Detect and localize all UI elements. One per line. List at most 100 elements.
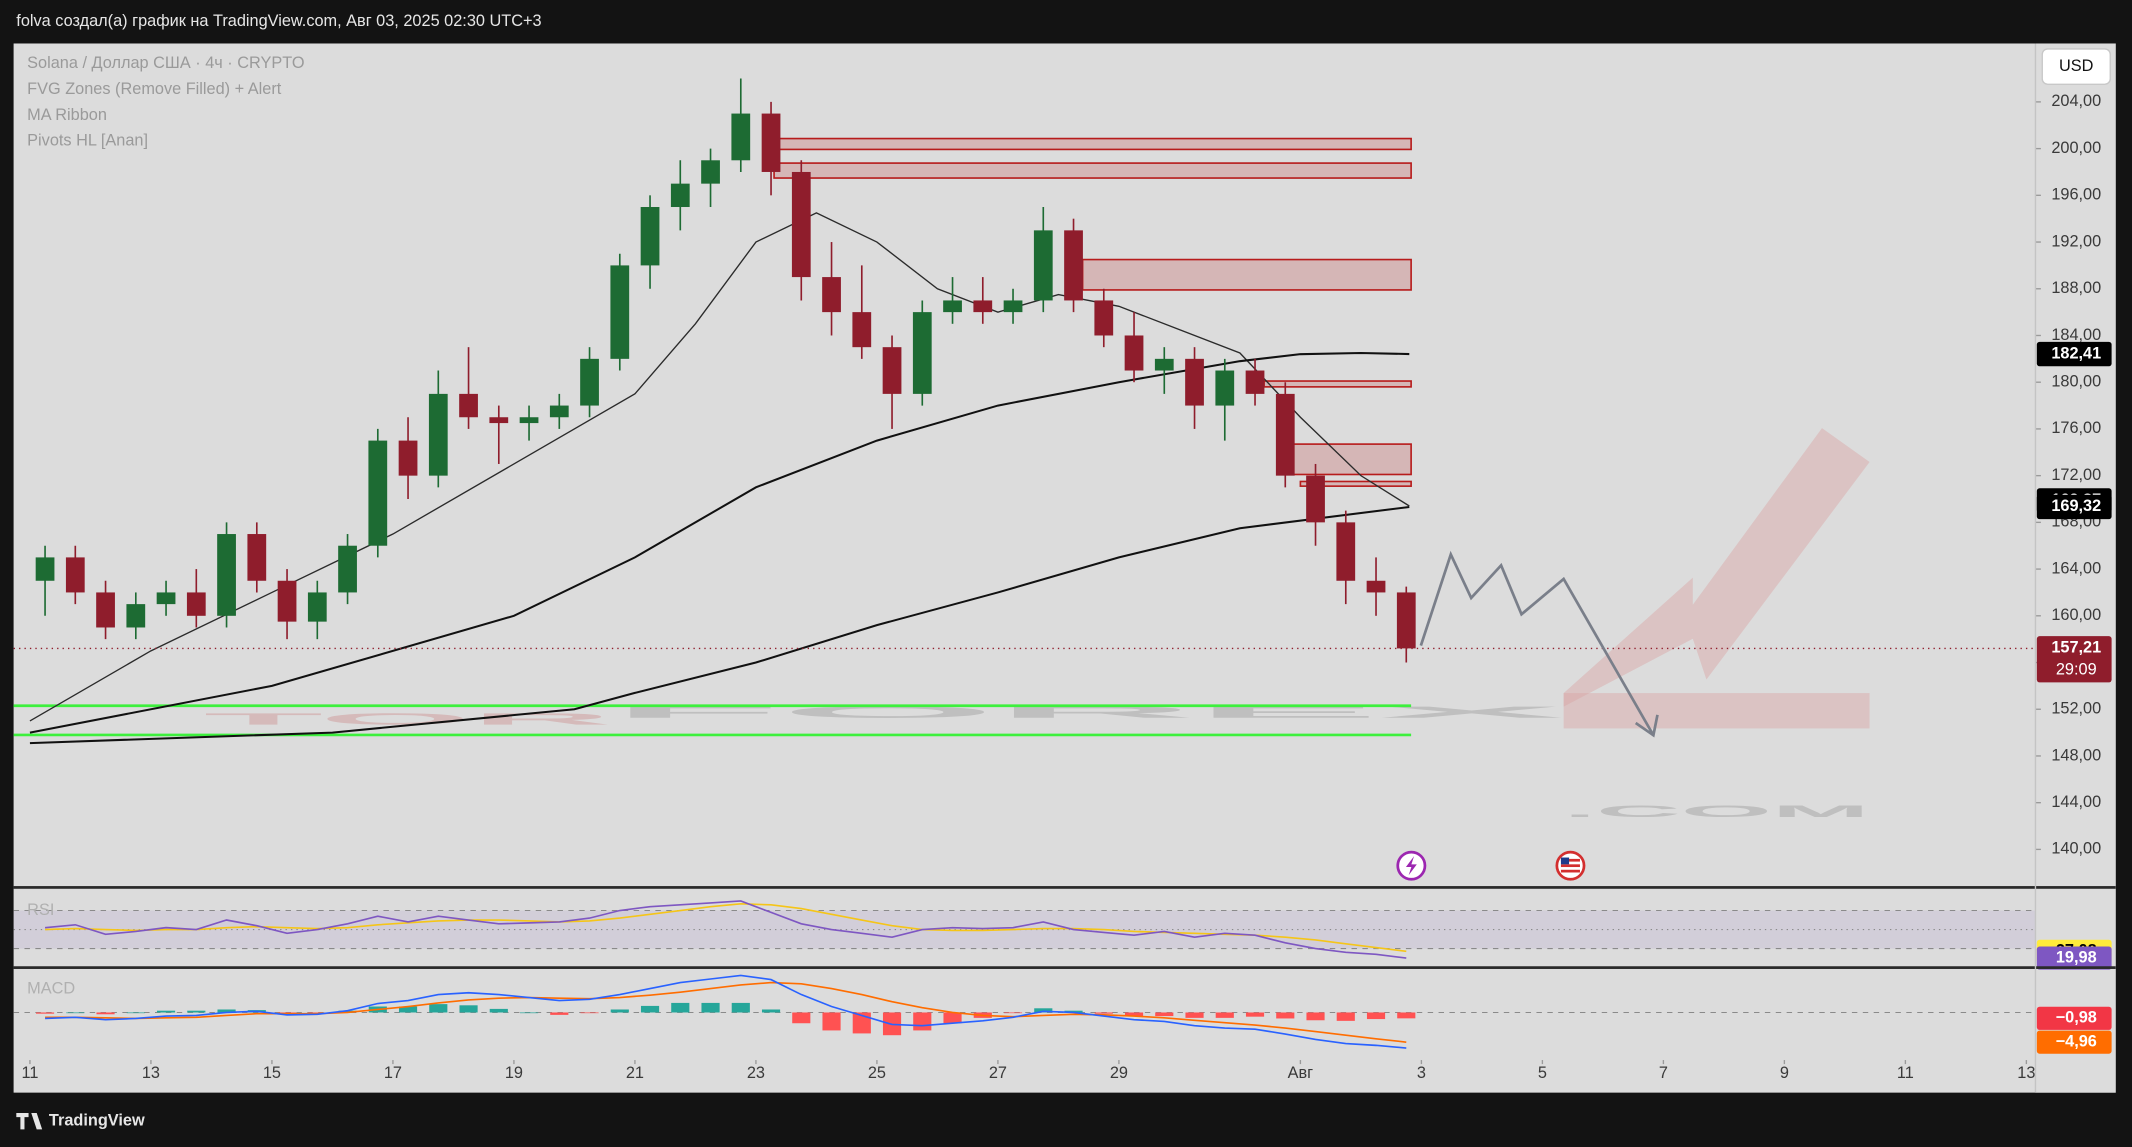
macd-histogram-bar <box>217 1009 236 1013</box>
candle-body <box>852 312 872 348</box>
macd-histogram-bar <box>459 1005 478 1013</box>
price-label: 182,41 <box>2051 344 2101 362</box>
candle-body <box>943 300 962 313</box>
macd-histogram-bar <box>519 1012 539 1014</box>
y-tick-label: 200,00 <box>2051 139 2101 157</box>
x-tick-label: 5 <box>1538 1064 1547 1082</box>
y-tick-label: 196,00 <box>2051 186 2101 204</box>
x-tick-label: Авг <box>1288 1064 1314 1082</box>
candle-body <box>1185 358 1204 406</box>
moving-average <box>29 505 1410 745</box>
candle-body <box>1245 370 1265 394</box>
x-tick-label: 23 <box>747 1064 765 1082</box>
macd-histogram-bar <box>398 1006 418 1013</box>
macd-histogram-bar <box>1336 1012 1355 1021</box>
candle-body <box>1064 230 1083 301</box>
candle-body <box>307 592 327 622</box>
rsi-title: RSI <box>27 901 54 919</box>
watermark-bar <box>1563 693 1870 729</box>
macd-histogram-bar <box>1124 1012 1144 1017</box>
macd-histogram-bar <box>1397 1012 1416 1019</box>
candle-body <box>791 171 811 278</box>
pane-separator <box>13 886 2116 889</box>
price-label: 169,32 <box>2051 497 2101 515</box>
candle-body <box>247 534 267 581</box>
macd-histogram-bar <box>580 1012 599 1014</box>
macd-histogram-bar <box>610 1009 629 1013</box>
candle-body <box>96 592 115 628</box>
legend-indicator: FVG Zones (Remove Filled) + Alert <box>27 80 282 98</box>
macd-histogram-bar <box>1003 1012 1023 1014</box>
candle-body <box>1033 230 1053 301</box>
y-tick-label: 140,00 <box>2051 840 2101 858</box>
x-tick-label: 7 <box>1659 1064 1668 1082</box>
x-tick-label: 25 <box>868 1064 886 1082</box>
candle-body <box>610 265 630 359</box>
x-tick-label: 11 <box>21 1064 38 1082</box>
price-label: −4,96 <box>2056 1032 2097 1050</box>
logo-icon <box>16 1113 43 1130</box>
candle-body <box>217 534 236 616</box>
x-tick-label: 15 <box>263 1064 281 1082</box>
y-tick-label: 144,00 <box>2051 793 2101 811</box>
countdown: 29:09 <box>2056 660 2097 678</box>
candle-body <box>459 393 478 418</box>
macd-histogram-bar <box>1215 1012 1234 1018</box>
price-label: −0,98 <box>2056 1009 2097 1027</box>
rsi-line <box>44 900 1407 959</box>
currency-button[interactable] <box>2041 48 2111 85</box>
candle-body <box>1396 592 1416 649</box>
x-tick-label: 21 <box>626 1064 644 1082</box>
macd-histogram-bar <box>156 1010 176 1013</box>
macd-histogram-bar <box>96 1012 115 1015</box>
x-tick-label: 17 <box>384 1064 402 1082</box>
macd-histogram-bar <box>187 1010 206 1013</box>
macd-histogram-bar <box>550 1012 569 1015</box>
fvg-zone <box>1281 443 1412 476</box>
macd-histogram-bar <box>913 1012 932 1031</box>
candle-body <box>338 545 357 593</box>
price-label-box <box>2036 946 2112 970</box>
candle-body <box>822 277 841 313</box>
flag-stripe <box>1560 869 1580 873</box>
moving-average <box>29 212 1410 722</box>
y-tick-label: 148,00 <box>2051 746 2101 764</box>
legend-indicator: MA Ribbon <box>27 106 107 124</box>
x-tick-label: 19 <box>505 1064 523 1082</box>
macd-line <box>45 974 1407 1049</box>
arrow-head <box>1634 714 1659 738</box>
x-tick-label: 29 <box>1110 1064 1128 1082</box>
macd-histogram-bar <box>943 1012 962 1024</box>
fvg-zone <box>1263 380 1412 388</box>
x-tick-label: 11 <box>1897 1064 1914 1082</box>
price-label-box <box>2036 1006 2112 1030</box>
candle-body <box>428 393 448 476</box>
macd-histogram-bar <box>66 1012 85 1014</box>
watermark-part3: .COM <box>1564 803 1870 821</box>
y-tick-label: 184,00 <box>2051 326 2101 344</box>
candle-body <box>912 312 932 394</box>
macd-histogram-bar <box>701 1002 720 1013</box>
projection-arrow <box>1419 550 1655 736</box>
candle-body <box>640 207 660 266</box>
candle-body <box>1215 370 1235 406</box>
x-tick-label: 13 <box>142 1064 160 1082</box>
candle-body <box>489 417 509 424</box>
y-tick-label: 160,00 <box>2051 606 2101 624</box>
y-tick-label: 164,00 <box>2051 559 2101 577</box>
candle-body <box>1154 358 1174 371</box>
macd-histogram-bar <box>1306 1012 1325 1021</box>
macd-histogram-bar <box>1034 1008 1053 1013</box>
y-tick-label: 172,00 <box>2051 466 2101 484</box>
chart-background <box>13 43 2116 1093</box>
macd-histogram-bar <box>822 1012 841 1031</box>
candle-body <box>519 417 539 424</box>
candle-body <box>1275 393 1295 476</box>
candle-body <box>398 440 418 476</box>
flag-stripe <box>1560 858 1580 862</box>
candle-body <box>65 557 85 593</box>
footer-logo[interactable]: TradingView <box>49 1111 145 1129</box>
price-label: 19,98 <box>2056 948 2097 966</box>
